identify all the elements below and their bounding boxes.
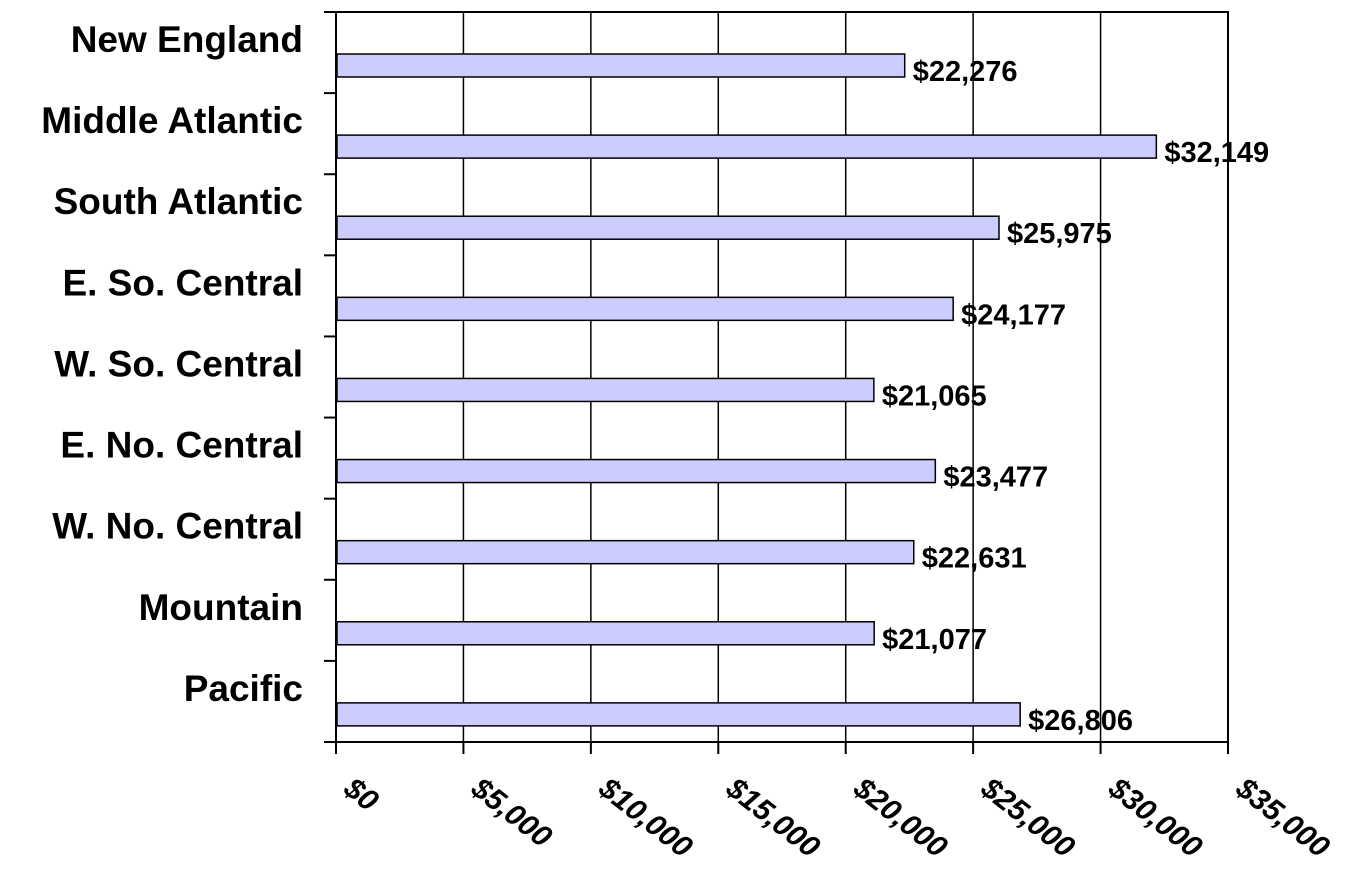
bar-8 bbox=[336, 702, 1021, 727]
bar-6 bbox=[336, 539, 915, 565]
category-label-7: Mountain bbox=[139, 587, 303, 628]
x-tick-label-0: $0 bbox=[337, 771, 385, 818]
bar-2 bbox=[336, 215, 1000, 240]
data-labels: $22,276 $32,149 $25,975 $24,177 $21,065 $23,4… bbox=[882, 56, 1269, 737]
x-tick-label-3: $15,000 bbox=[719, 771, 826, 865]
x-tick-label-2: $10,000 bbox=[592, 771, 699, 865]
data-label-4: $21,065 bbox=[882, 380, 987, 412]
x-tick-labels: $0 $5,000 $10,000 $15,000 $20,000 $25,000 $30,… bbox=[337, 771, 1336, 865]
bar-5 bbox=[336, 458, 937, 484]
category-labels: New England Middle Atlantic South Atlantic… bbox=[41, 19, 303, 709]
data-label-2: $25,975 bbox=[1007, 218, 1112, 250]
bar-1 bbox=[336, 134, 1158, 159]
category-label-4: W. So. Central bbox=[54, 343, 303, 384]
data-label-3: $24,177 bbox=[961, 299, 1066, 331]
bars bbox=[336, 53, 1158, 727]
category-label-2: South Atlantic bbox=[54, 181, 303, 222]
x-tick-label-7: $35,000 bbox=[1229, 771, 1336, 865]
data-label-0: $22,276 bbox=[913, 56, 1018, 88]
category-label-5: E. No. Central bbox=[60, 425, 303, 466]
x-tick-label-5: $25,000 bbox=[974, 771, 1081, 865]
category-label-6: W. No. Central bbox=[52, 506, 303, 547]
data-label-5: $23,477 bbox=[943, 462, 1048, 494]
data-label-6: $22,631 bbox=[922, 543, 1027, 575]
bar-3 bbox=[336, 296, 954, 322]
category-label-8: Pacific bbox=[184, 668, 303, 709]
x-tick-label-6: $30,000 bbox=[1101, 771, 1208, 865]
bar-4 bbox=[336, 377, 875, 403]
data-label-7: $21,077 bbox=[882, 624, 987, 656]
gridlines bbox=[462, 12, 1102, 742]
axes bbox=[324, 11, 1229, 754]
x-tick-label-4: $20,000 bbox=[847, 771, 954, 865]
bar-7 bbox=[336, 621, 875, 646]
data-label-8: $26,806 bbox=[1028, 705, 1133, 737]
x-tick-label-1: $5,000 bbox=[464, 771, 558, 854]
category-label-3: E. So. Central bbox=[62, 262, 303, 303]
bar-0 bbox=[336, 53, 906, 78]
data-label-1: $32,149 bbox=[1164, 137, 1269, 169]
category-label-0: New England bbox=[71, 19, 303, 60]
category-label-1: Middle Atlantic bbox=[41, 100, 303, 141]
